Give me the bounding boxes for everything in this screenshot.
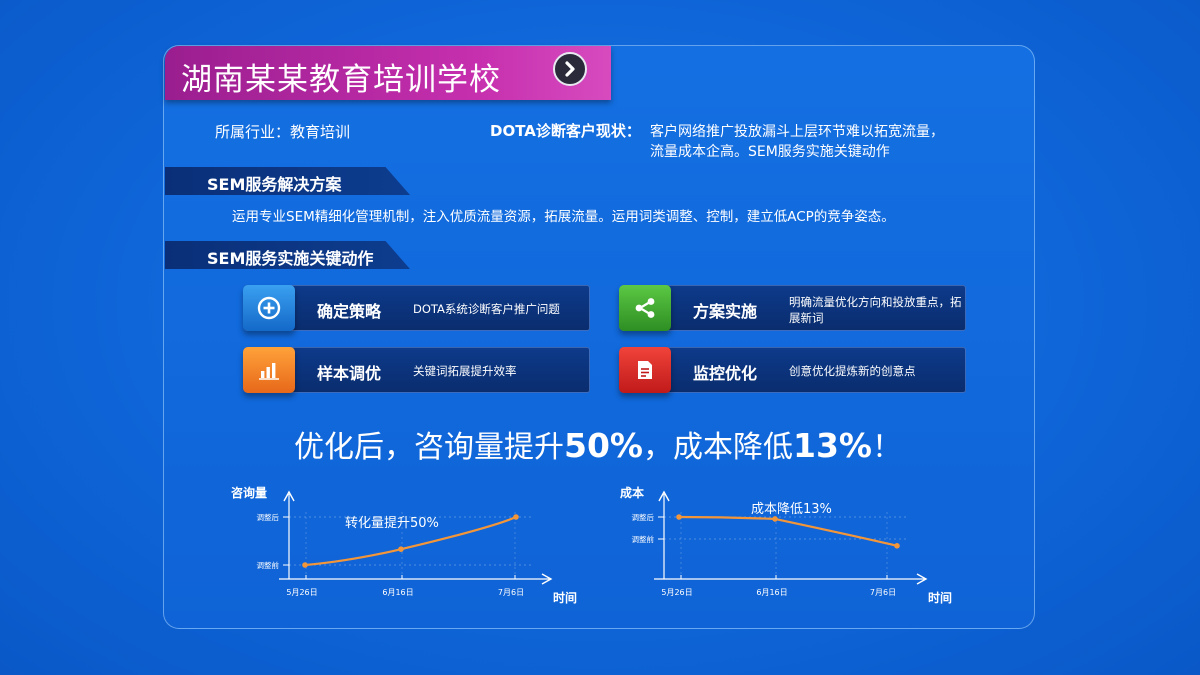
x-tick-label: 7月6日 [498,588,524,597]
share-icon [635,298,655,318]
data-point [302,562,308,568]
x-axis-label: 时间 [928,590,952,605]
headline-value-1: 50% [564,426,643,465]
x-tick-label: 5月26日 [661,588,692,597]
y-axis-label: 咨询量 [231,485,267,500]
x-axis-arrow [541,573,553,585]
action-text: 创意优化提炼新的创意点 [789,364,916,378]
x-tick-label: 6月16日 [382,588,413,597]
action-text: DOTA系统诊断客户推广问题 [413,302,560,316]
data-point [676,514,682,520]
headline-part-2: ，成本降低 [643,430,793,465]
action-card-tuning[interactable]: 样本调优 关键词拓展提升效率 [243,347,590,393]
diagnosis-line-1: 客户网络推广投放漏斗上层环节难以拓宽流量， [650,124,944,140]
y-tick-label: 调整后 [632,512,655,522]
action-label: 确定策略 [317,302,382,321]
diagnosis-label: DOTA诊断客户现状： [490,122,641,140]
y-axis-label: 成本 [620,485,644,500]
actions-heading: SEM服务实施关键动作 [207,249,374,268]
headline-part-3: ！ [872,430,902,465]
action-label: 方案实施 [693,302,758,321]
page-title: 湖南某某教育培训学校 [181,62,501,98]
action-card-strategy[interactable]: 确定策略 DOTA系统诊断客户推广问题 [243,285,590,331]
x-tick-label: 6月16日 [756,588,787,597]
result-headline: 优化后，咨询量提升50%，成本降低13%！ [294,422,902,466]
x-axis-label: 时间 [553,590,577,605]
y-axis-arrow [658,490,670,502]
headline-value-2: 13% [793,426,872,465]
solution-heading-bar: SEM服务解决方案 [165,167,410,195]
chart-annotation: 成本降低13% [751,502,832,517]
plus-circle-icon [257,296,281,320]
action-icon-tile [619,347,671,393]
data-point [772,516,778,522]
data-point [894,543,900,549]
diagnosis-line-2: 流量成本企高。SEM服务实施关键动作 [650,144,890,160]
y-tick-label: 调整后 [257,512,280,522]
headline-part-1: 优化后，咨询量提升 [294,430,564,465]
series-line [678,515,898,547]
actions-heading-bar: SEM服务实施关键动作 [165,241,410,269]
data-point [513,514,519,520]
action-label: 监控优化 [693,364,758,383]
next-button[interactable] [553,52,587,86]
data-point [398,546,404,552]
action-text: 明确流量优化方向和投放重点，拓展新词 [789,295,962,325]
chevron-right-icon [565,61,575,77]
action-icon-tile [243,347,295,393]
x-axis-arrow [916,573,928,585]
document-icon [638,361,652,379]
action-card-monitor[interactable]: 监控优化 创意优化提炼新的创意点 [619,347,966,393]
y-axis-arrow [283,490,295,502]
action-text: 关键词拓展提升效率 [413,364,517,378]
y-tick-label: 调整前 [257,560,280,570]
action-card-implement[interactable]: 方案实施 明确流量优化方向和投放重点，拓展新词 [619,285,966,331]
solution-text: 运用专业SEM精细化管理机制，注入优质流量资源，拓展流量。运用词类调整、控制，建… [232,209,895,225]
title-banner: 湖南某某教育培训学校 [165,46,611,100]
content-panel [163,45,1035,629]
x-tick-label: 7月6日 [870,588,896,597]
solution-heading: SEM服务解决方案 [207,175,342,194]
action-icon-tile [243,285,295,331]
action-icon-tile [619,285,671,331]
industry-text: 所属行业：教育培训 [215,123,351,141]
chart-annotation: 转化量提升50% [345,515,439,531]
action-label: 样本调优 [317,364,382,383]
bar-chart-icon [259,363,279,380]
x-tick-label: 5月26日 [286,588,317,597]
y-tick-label: 调整前 [632,534,655,544]
